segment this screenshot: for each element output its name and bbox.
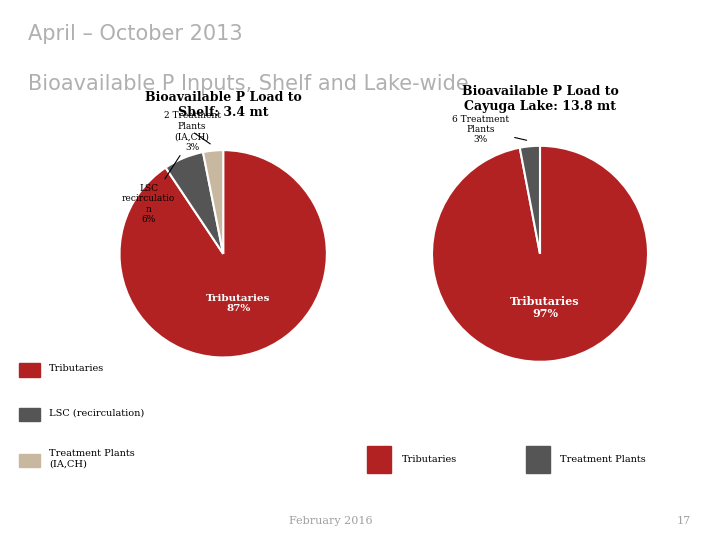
Text: Tributaries
87%: Tributaries 87% (206, 294, 271, 313)
Text: LSC (recirculation): LSC (recirculation) (49, 409, 144, 417)
Text: Tributaries
97%: Tributaries 97% (510, 296, 580, 320)
Title: Bioavailable P Load to
Cayuga Lake: 13.8 mt: Bioavailable P Load to Cayuga Lake: 13.8… (462, 85, 618, 113)
Text: Tributaries: Tributaries (49, 364, 104, 373)
Text: February 2016: February 2016 (289, 516, 373, 526)
Text: Tributaries: Tributaries (402, 455, 456, 463)
Bar (526, 446, 550, 472)
Text: 17: 17 (677, 516, 691, 526)
Wedge shape (203, 150, 223, 254)
Text: Treatment Plants
(IA,CH): Treatment Plants (IA,CH) (49, 449, 135, 469)
Bar (367, 446, 391, 472)
Wedge shape (120, 150, 327, 357)
Text: Treatment Plants: Treatment Plants (560, 455, 646, 463)
Wedge shape (520, 146, 540, 254)
Title: Bioavailable P Load to
Shelf: 3.4 mt: Bioavailable P Load to Shelf: 3.4 mt (145, 91, 302, 119)
Text: LSC
recirculatio
n
6%: LSC recirculatio n 6% (122, 156, 180, 224)
Text: 6 Treatment
Plants
3%: 6 Treatment Plants 3% (452, 114, 526, 145)
Text: Cornell University: Cornell University (308, 5, 412, 15)
Text: 2 Treatment
Plants
(IA,CH)
3%: 2 Treatment Plants (IA,CH) 3% (163, 111, 220, 152)
Bar (19, 454, 40, 467)
Wedge shape (432, 146, 648, 362)
Bar (19, 363, 40, 377)
Wedge shape (166, 152, 223, 254)
Text: Bioavailable P Inputs, Shelf and Lake-wide: Bioavailable P Inputs, Shelf and Lake-wi… (28, 74, 469, 94)
Text: April – October 2013: April – October 2013 (28, 24, 243, 44)
Bar (19, 408, 40, 421)
